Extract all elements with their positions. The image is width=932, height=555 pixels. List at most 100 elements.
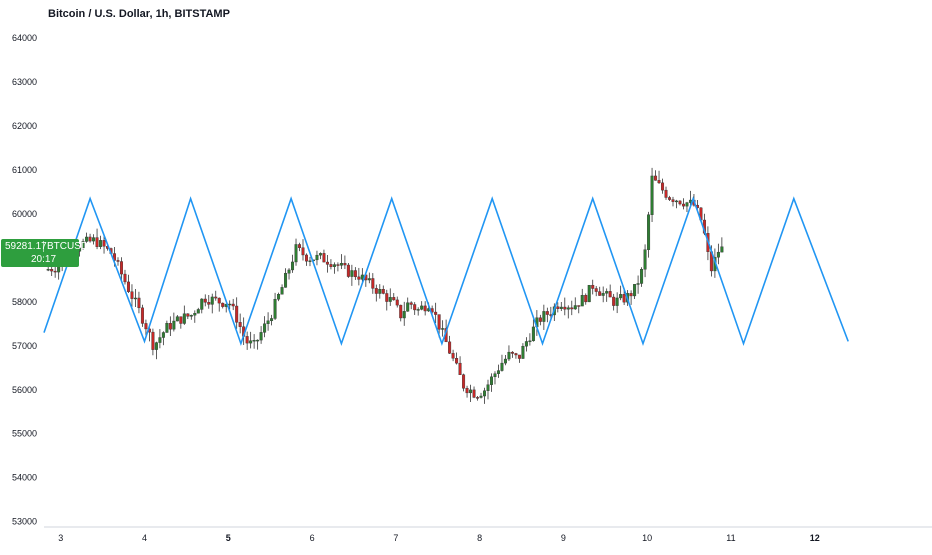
candle-down bbox=[598, 291, 602, 296]
y-tick-label: 53000 bbox=[12, 517, 37, 527]
candle-down bbox=[664, 189, 668, 198]
candle-down bbox=[577, 305, 581, 307]
candle-down bbox=[510, 351, 514, 354]
candle-down bbox=[654, 175, 658, 181]
candle-down bbox=[203, 298, 207, 303]
x-axis: 3 4 5 6 7 8 9 10 11 12 bbox=[44, 526, 932, 543]
candle-down bbox=[462, 374, 466, 389]
candle-up bbox=[615, 297, 619, 306]
candle-down bbox=[465, 388, 469, 394]
candle-down bbox=[357, 276, 361, 280]
candle-up bbox=[559, 306, 563, 309]
candle-down bbox=[448, 341, 452, 354]
candle-down bbox=[301, 247, 305, 256]
candle-down bbox=[434, 311, 438, 315]
candle-down bbox=[116, 260, 120, 262]
candle-down bbox=[608, 291, 612, 298]
candle-up bbox=[367, 278, 371, 281]
candle-up bbox=[189, 314, 193, 317]
y-tick-label: 63000 bbox=[12, 77, 37, 87]
x-tick-label: 9 bbox=[561, 533, 566, 543]
candle-down bbox=[661, 182, 665, 191]
candle-up bbox=[469, 389, 473, 394]
candle-up bbox=[531, 326, 535, 342]
candle-down bbox=[476, 397, 480, 399]
candle-down bbox=[437, 314, 441, 330]
y-tick-label: 56000 bbox=[12, 385, 37, 395]
candle-down bbox=[392, 297, 396, 301]
candle-up bbox=[528, 340, 532, 343]
candle-down bbox=[594, 288, 598, 292]
candle-up bbox=[165, 323, 169, 333]
candle-down bbox=[671, 199, 675, 202]
candle-down bbox=[556, 306, 560, 309]
candles-layer bbox=[46, 167, 724, 404]
candle-down bbox=[563, 306, 567, 310]
candle-down bbox=[231, 303, 235, 307]
candle-down bbox=[423, 305, 427, 312]
candle-down bbox=[304, 254, 308, 262]
candle-up bbox=[228, 303, 232, 306]
candle-up bbox=[291, 261, 295, 271]
candle-down bbox=[678, 200, 682, 205]
candle-up bbox=[133, 297, 137, 300]
x-tick-label: 12 bbox=[810, 533, 820, 543]
candle-up bbox=[308, 260, 312, 262]
candle-up bbox=[420, 305, 424, 310]
candle-up bbox=[587, 284, 591, 303]
x-tick-label: 3 bbox=[58, 533, 63, 543]
candle-up bbox=[496, 370, 500, 374]
candle-down bbox=[329, 264, 333, 267]
candle-down bbox=[123, 273, 127, 283]
candle-up bbox=[402, 311, 406, 319]
candle-down bbox=[343, 263, 347, 266]
candle-up bbox=[521, 345, 525, 359]
candle-up bbox=[273, 298, 277, 319]
candle-down bbox=[336, 264, 340, 266]
candle-up bbox=[172, 320, 176, 330]
candle-up bbox=[650, 175, 654, 215]
candle-up bbox=[720, 246, 724, 253]
candle-down bbox=[346, 264, 350, 277]
candle-down bbox=[395, 299, 399, 306]
candle-up bbox=[270, 318, 274, 322]
candle-down bbox=[545, 311, 549, 315]
last-price-tag: 59281.17 BTCUSD 20:17 bbox=[1, 238, 88, 267]
candle-down bbox=[413, 304, 417, 311]
candle-up bbox=[685, 202, 689, 207]
candle-up bbox=[154, 342, 158, 350]
candle-down bbox=[584, 295, 588, 303]
y-tick-label: 58000 bbox=[12, 297, 37, 307]
y-tick-label: 64000 bbox=[12, 33, 37, 43]
candle-down bbox=[472, 389, 476, 398]
candle-up bbox=[284, 272, 288, 288]
candle-up bbox=[200, 298, 204, 310]
candle-down bbox=[458, 362, 462, 375]
candle-down bbox=[381, 289, 385, 294]
candle-up bbox=[175, 316, 179, 322]
candle-down bbox=[399, 304, 403, 319]
candle-up bbox=[252, 340, 256, 342]
candle-down bbox=[298, 244, 302, 248]
candle-down bbox=[325, 261, 329, 265]
candle-up bbox=[92, 237, 96, 242]
candle-up bbox=[566, 307, 570, 310]
candle-down bbox=[137, 297, 141, 309]
candle-down bbox=[591, 284, 595, 289]
candle-up bbox=[489, 376, 493, 385]
candle-down bbox=[353, 270, 357, 278]
y-tick-label: 54000 bbox=[12, 473, 37, 483]
candle-down bbox=[371, 278, 375, 289]
candle-up bbox=[99, 240, 103, 247]
candle-down bbox=[102, 240, 106, 247]
candle-down bbox=[221, 302, 225, 307]
x-tick-label: 6 bbox=[310, 533, 315, 543]
candle-down bbox=[668, 197, 672, 200]
candle-up bbox=[85, 236, 89, 242]
candle-up bbox=[406, 302, 410, 312]
bar-countdown: 20:17 bbox=[31, 253, 57, 265]
candle-up bbox=[416, 309, 420, 311]
candle-down bbox=[629, 293, 633, 297]
